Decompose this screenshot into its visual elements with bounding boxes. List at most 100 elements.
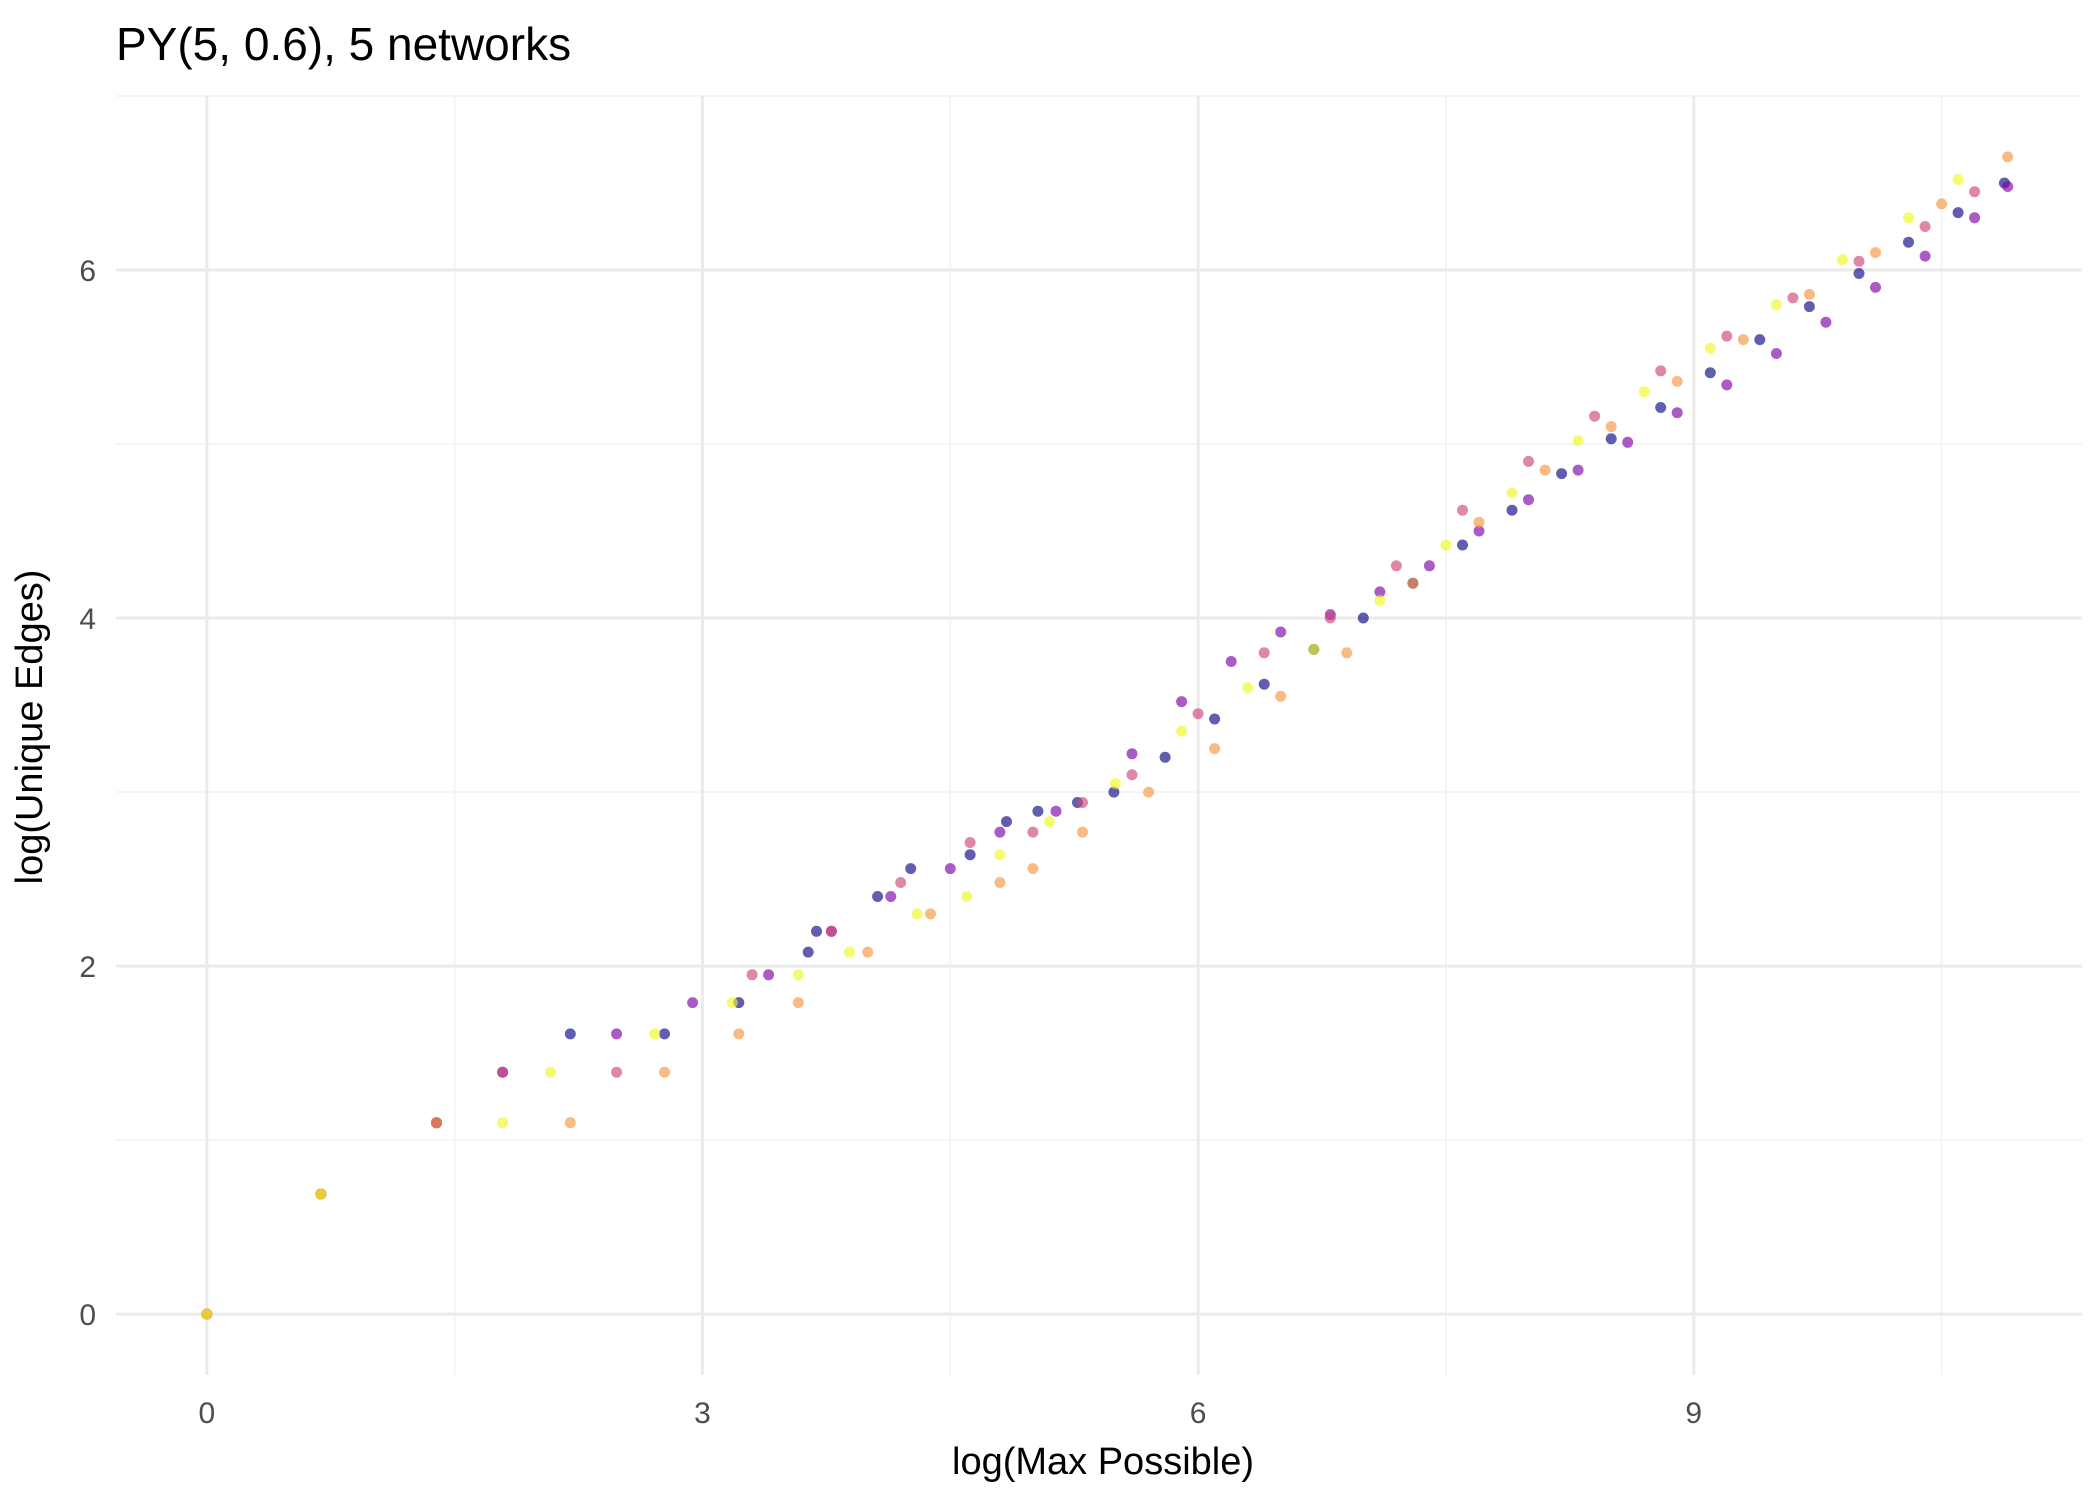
data-point bbox=[994, 849, 1006, 861]
data-point bbox=[1572, 435, 1584, 446]
data-point bbox=[1903, 212, 1914, 224]
data-point bbox=[1407, 577, 1419, 589]
data-point bbox=[2002, 181, 2014, 192]
data-point bbox=[1043, 816, 1055, 828]
data-point bbox=[497, 1117, 509, 1129]
data-point bbox=[1936, 198, 1948, 210]
data-point bbox=[911, 908, 923, 920]
series-4 bbox=[201, 151, 2014, 1320]
data-point bbox=[1572, 464, 1584, 476]
data-point bbox=[1209, 743, 1221, 755]
data-point bbox=[1655, 365, 1667, 377]
data-point bbox=[1523, 494, 1534, 506]
data-point bbox=[925, 908, 936, 920]
x-axis-label: log(Max Possible) bbox=[952, 1441, 1254, 1483]
data-point bbox=[1457, 504, 1468, 516]
data-point bbox=[1126, 769, 1138, 781]
major-gridlines bbox=[116, 96, 2082, 1375]
data-point bbox=[1787, 292, 1799, 304]
data-point bbox=[1242, 682, 1254, 694]
data-point bbox=[1374, 586, 1386, 598]
data-point bbox=[1192, 708, 1204, 720]
data-point bbox=[201, 1308, 213, 1320]
data-point bbox=[659, 1028, 670, 1040]
y-tick-labels: 0 2 4 6 bbox=[79, 255, 96, 1332]
data-point bbox=[1050, 805, 1062, 817]
data-point bbox=[1803, 288, 1815, 300]
data-point bbox=[564, 1028, 576, 1040]
data-point bbox=[1952, 174, 1964, 185]
data-point bbox=[733, 1028, 745, 1040]
data-point bbox=[1836, 254, 1848, 266]
data-point bbox=[872, 891, 884, 902]
x-tick-label: 3 bbox=[694, 1397, 711, 1430]
data-point bbox=[659, 1066, 670, 1078]
data-point bbox=[564, 1117, 576, 1129]
data-point bbox=[1704, 342, 1716, 354]
data-point bbox=[1341, 647, 1353, 659]
data-point bbox=[1077, 797, 1088, 808]
data-point bbox=[792, 997, 804, 1009]
data-point bbox=[1258, 647, 1270, 659]
data-point bbox=[687, 997, 699, 1009]
data-point bbox=[1589, 410, 1601, 422]
data-point bbox=[431, 1117, 442, 1129]
chart-title: PY(5, 0.6), 5 networks bbox=[116, 18, 571, 70]
data-point bbox=[1077, 826, 1088, 838]
data-point bbox=[1655, 402, 1667, 413]
data-point bbox=[1969, 186, 1981, 198]
data-point bbox=[1754, 334, 1766, 346]
data-point bbox=[1108, 786, 1120, 798]
data-point bbox=[1919, 221, 1931, 232]
data-point bbox=[1721, 379, 1733, 391]
data-point bbox=[1506, 487, 1518, 499]
data-point bbox=[746, 969, 758, 981]
y-tick-label: 4 bbox=[79, 603, 96, 636]
data-point bbox=[1721, 330, 1733, 342]
data-point bbox=[964, 837, 976, 848]
series-5 bbox=[201, 174, 1964, 1320]
y-axis-label: log(Unique Edges) bbox=[9, 570, 51, 885]
data-points bbox=[201, 151, 2014, 1320]
data-point bbox=[1001, 816, 1012, 828]
data-point bbox=[1423, 560, 1435, 572]
x-tick-label: 0 bbox=[199, 1397, 216, 1430]
data-point bbox=[1737, 334, 1749, 346]
data-point bbox=[1820, 316, 1832, 328]
data-point bbox=[1473, 525, 1485, 537]
data-point bbox=[1556, 468, 1568, 480]
series-3 bbox=[201, 186, 1981, 1320]
series-2 bbox=[201, 181, 2014, 1320]
data-point bbox=[1671, 375, 1683, 387]
data-point bbox=[545, 1066, 556, 1078]
data-point bbox=[1605, 433, 1617, 445]
data-point bbox=[1853, 255, 1865, 267]
minor-gridlines bbox=[116, 95, 2082, 1375]
data-point bbox=[1919, 250, 1931, 262]
data-point bbox=[1176, 696, 1188, 708]
data-point bbox=[862, 946, 874, 958]
data-point bbox=[1704, 367, 1716, 379]
data-point bbox=[964, 849, 976, 861]
data-point bbox=[1770, 299, 1782, 311]
data-point bbox=[1176, 725, 1188, 737]
data-point bbox=[1969, 212, 1981, 224]
data-point bbox=[1374, 595, 1386, 607]
data-point bbox=[1159, 751, 1171, 763]
data-point bbox=[792, 969, 804, 981]
data-point bbox=[844, 946, 855, 958]
data-point bbox=[1523, 455, 1534, 467]
data-point bbox=[1258, 678, 1270, 690]
data-point bbox=[1308, 643, 1320, 655]
data-point bbox=[1126, 748, 1138, 760]
data-point bbox=[649, 1028, 661, 1040]
data-point bbox=[1903, 236, 1914, 248]
data-point bbox=[885, 891, 897, 902]
x-tick-label: 6 bbox=[1190, 1397, 1207, 1430]
data-point bbox=[726, 997, 738, 1009]
data-point bbox=[994, 826, 1006, 838]
y-tick-label: 0 bbox=[79, 1299, 96, 1332]
data-point bbox=[811, 925, 822, 937]
data-point bbox=[1027, 863, 1039, 875]
